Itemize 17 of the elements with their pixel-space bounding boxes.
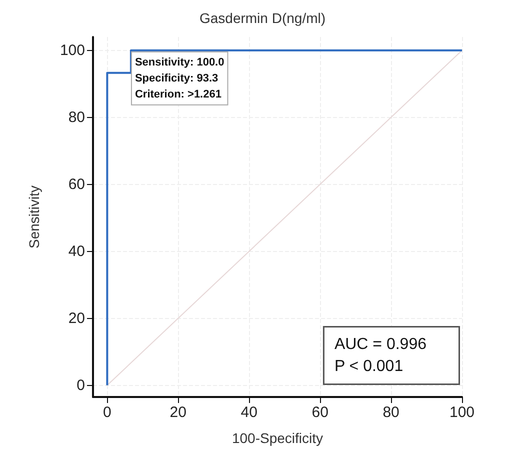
x-tick-label: 0 <box>103 404 112 421</box>
annotation: AUC = 0.996 P < 0.001 <box>334 336 427 375</box>
y-tick-label: 100 <box>60 42 85 59</box>
annotation: Sensitivity: 100.0 Specificity: 93.3 Criterion: >1.261 <box>134 56 224 100</box>
x-tick-label: 40 <box>240 404 258 421</box>
x-axis-title: 100-Specificity <box>232 430 324 446</box>
y-tick-label: 60 <box>68 176 85 193</box>
y-tick-label: 40 <box>68 242 85 260</box>
y-axis-title: Sensitivity <box>26 185 42 249</box>
x-tick-label: 100 <box>449 404 475 421</box>
y-tick-label: 0 <box>76 376 85 394</box>
chart-title: Gasdermin D(ng/ml) <box>199 10 326 26</box>
x-tick-label: 60 <box>312 404 328 421</box>
y-tick-label: 20 <box>68 310 85 327</box>
x-tick-label: 80 <box>382 404 400 421</box>
y-tick-label: 80 <box>68 108 85 126</box>
x-tick-label: 20 <box>170 404 186 421</box>
